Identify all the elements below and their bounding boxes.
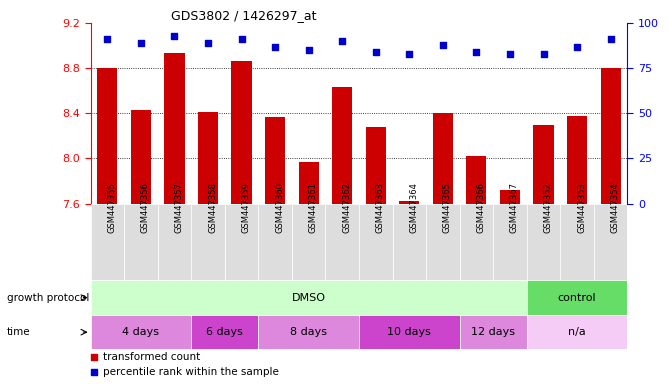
Text: GSM447355: GSM447355 — [107, 182, 116, 233]
Bar — [332, 87, 352, 204]
Point — [136, 40, 146, 46]
FancyBboxPatch shape — [158, 204, 191, 280]
Bar — [164, 53, 185, 204]
FancyBboxPatch shape — [393, 204, 426, 280]
Text: GSM447365: GSM447365 — [443, 182, 452, 233]
Text: GSM447367: GSM447367 — [510, 182, 519, 233]
Point — [236, 36, 247, 42]
Text: GDS3802 / 1426297_at: GDS3802 / 1426297_at — [171, 9, 317, 22]
Point — [404, 51, 415, 57]
Text: growth protocol: growth protocol — [7, 293, 89, 303]
FancyBboxPatch shape — [594, 204, 627, 280]
Text: GSM447364: GSM447364 — [409, 182, 418, 233]
FancyBboxPatch shape — [325, 204, 359, 280]
FancyBboxPatch shape — [527, 204, 560, 280]
Text: 6 days: 6 days — [207, 327, 243, 337]
Text: GSM447353: GSM447353 — [577, 182, 586, 233]
Point — [303, 47, 314, 53]
Text: n/a: n/a — [568, 327, 586, 337]
FancyBboxPatch shape — [91, 315, 191, 349]
Text: 10 days: 10 days — [387, 327, 431, 337]
Text: control: control — [558, 293, 597, 303]
Text: GSM447354: GSM447354 — [611, 182, 619, 233]
Point — [538, 51, 549, 57]
Text: GSM447352: GSM447352 — [544, 182, 552, 233]
Point — [270, 43, 280, 50]
Text: GSM447359: GSM447359 — [242, 182, 250, 233]
FancyBboxPatch shape — [292, 204, 325, 280]
Point — [437, 41, 448, 48]
Point — [572, 43, 582, 50]
FancyBboxPatch shape — [91, 280, 527, 315]
FancyBboxPatch shape — [225, 204, 258, 280]
Bar — [500, 190, 520, 204]
Point — [203, 40, 213, 46]
Text: GSM447362: GSM447362 — [342, 182, 351, 233]
Text: 8 days: 8 days — [290, 327, 327, 337]
Text: 12 days: 12 days — [471, 327, 515, 337]
FancyBboxPatch shape — [460, 204, 493, 280]
FancyBboxPatch shape — [460, 315, 527, 349]
Text: 4 days: 4 days — [122, 327, 160, 337]
Text: DMSO: DMSO — [292, 293, 325, 303]
Point — [169, 33, 180, 39]
Text: time: time — [7, 327, 30, 337]
FancyBboxPatch shape — [258, 315, 359, 349]
FancyBboxPatch shape — [527, 315, 627, 349]
Bar — [366, 127, 386, 204]
Text: GSM447360: GSM447360 — [275, 182, 284, 233]
Bar — [231, 61, 252, 204]
FancyBboxPatch shape — [91, 204, 124, 280]
Bar — [601, 68, 621, 204]
Bar — [131, 110, 151, 204]
Bar — [97, 68, 117, 204]
Bar — [198, 112, 218, 204]
Bar — [466, 156, 486, 204]
Bar — [399, 201, 419, 204]
Point — [471, 49, 482, 55]
FancyBboxPatch shape — [191, 315, 258, 349]
FancyBboxPatch shape — [560, 204, 594, 280]
Point — [102, 36, 113, 42]
Bar — [265, 117, 285, 204]
FancyBboxPatch shape — [191, 204, 225, 280]
Bar — [433, 113, 453, 204]
FancyBboxPatch shape — [527, 280, 627, 315]
Text: GSM447356: GSM447356 — [141, 182, 150, 233]
FancyBboxPatch shape — [124, 204, 158, 280]
Bar — [533, 124, 554, 204]
Text: GSM447358: GSM447358 — [208, 182, 217, 233]
FancyBboxPatch shape — [426, 204, 460, 280]
FancyBboxPatch shape — [359, 204, 393, 280]
Text: percentile rank within the sample: percentile rank within the sample — [103, 367, 279, 377]
Bar — [567, 116, 587, 204]
Point — [276, 292, 287, 298]
Point — [605, 36, 616, 42]
Text: GSM447363: GSM447363 — [376, 182, 384, 233]
FancyBboxPatch shape — [258, 204, 292, 280]
FancyBboxPatch shape — [493, 204, 527, 280]
Point — [337, 38, 348, 44]
Point — [370, 49, 381, 55]
Bar — [299, 162, 319, 204]
Text: GSM447366: GSM447366 — [476, 182, 485, 233]
Text: GSM447357: GSM447357 — [174, 182, 183, 233]
Text: GSM447361: GSM447361 — [309, 182, 317, 233]
Point — [505, 51, 515, 57]
Text: transformed count: transformed count — [103, 352, 201, 362]
FancyBboxPatch shape — [359, 315, 460, 349]
Point — [276, 152, 287, 159]
